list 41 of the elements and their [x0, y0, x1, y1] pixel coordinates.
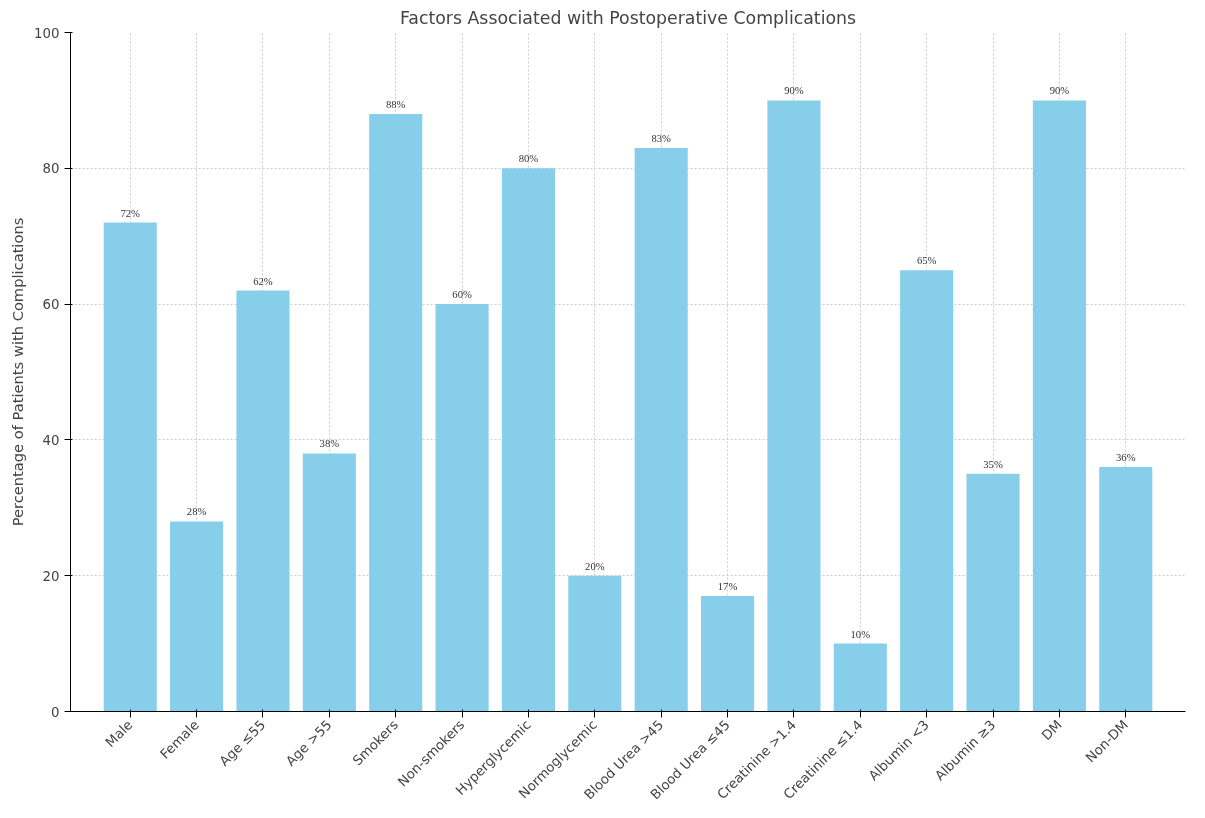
bar — [767, 100, 821, 712]
x-tick-label: DM — [1038, 717, 1065, 744]
bar — [568, 575, 622, 712]
data-label: 83% — [651, 132, 672, 144]
data-label: 80% — [518, 153, 539, 165]
data-label: 88% — [385, 98, 406, 110]
data-label: 65% — [916, 255, 937, 267]
y-tick-label: 60 — [42, 297, 60, 313]
data-label: 38% — [319, 438, 340, 450]
bar — [1099, 467, 1153, 712]
bar — [634, 147, 688, 712]
data-label: 90% — [784, 85, 804, 97]
bar — [369, 113, 423, 712]
data-label: 17% — [717, 581, 738, 593]
y-tick-label: 0 — [51, 704, 60, 720]
data-label: 36% — [1116, 452, 1136, 464]
y-tick-label: 20 — [42, 568, 60, 584]
bar — [701, 596, 755, 712]
y-tick-label: 80 — [42, 161, 60, 177]
bar — [170, 521, 224, 712]
bar — [435, 304, 489, 712]
bar — [103, 222, 157, 712]
bar — [900, 270, 954, 712]
data-label: 28% — [186, 506, 207, 518]
y-axis-title: Percentage of Patients with Complications — [9, 217, 27, 527]
data-label: 72% — [120, 207, 141, 219]
bar — [302, 453, 356, 712]
bar — [833, 643, 887, 712]
bar — [966, 473, 1020, 712]
data-label: 62% — [253, 275, 273, 287]
y-tick-label: 100 — [34, 25, 60, 41]
bar — [501, 168, 555, 712]
bar — [236, 290, 290, 712]
chart-title: Factors Associated with Postoperative Complications — [399, 7, 857, 28]
bar — [1032, 100, 1086, 712]
data-label: 60% — [452, 289, 472, 301]
data-label: 90% — [1049, 85, 1070, 97]
data-label: 10% — [850, 628, 871, 640]
data-label: 20% — [585, 560, 605, 572]
y-tick-label: 40 — [42, 432, 60, 448]
data-label: 35% — [983, 458, 1003, 470]
